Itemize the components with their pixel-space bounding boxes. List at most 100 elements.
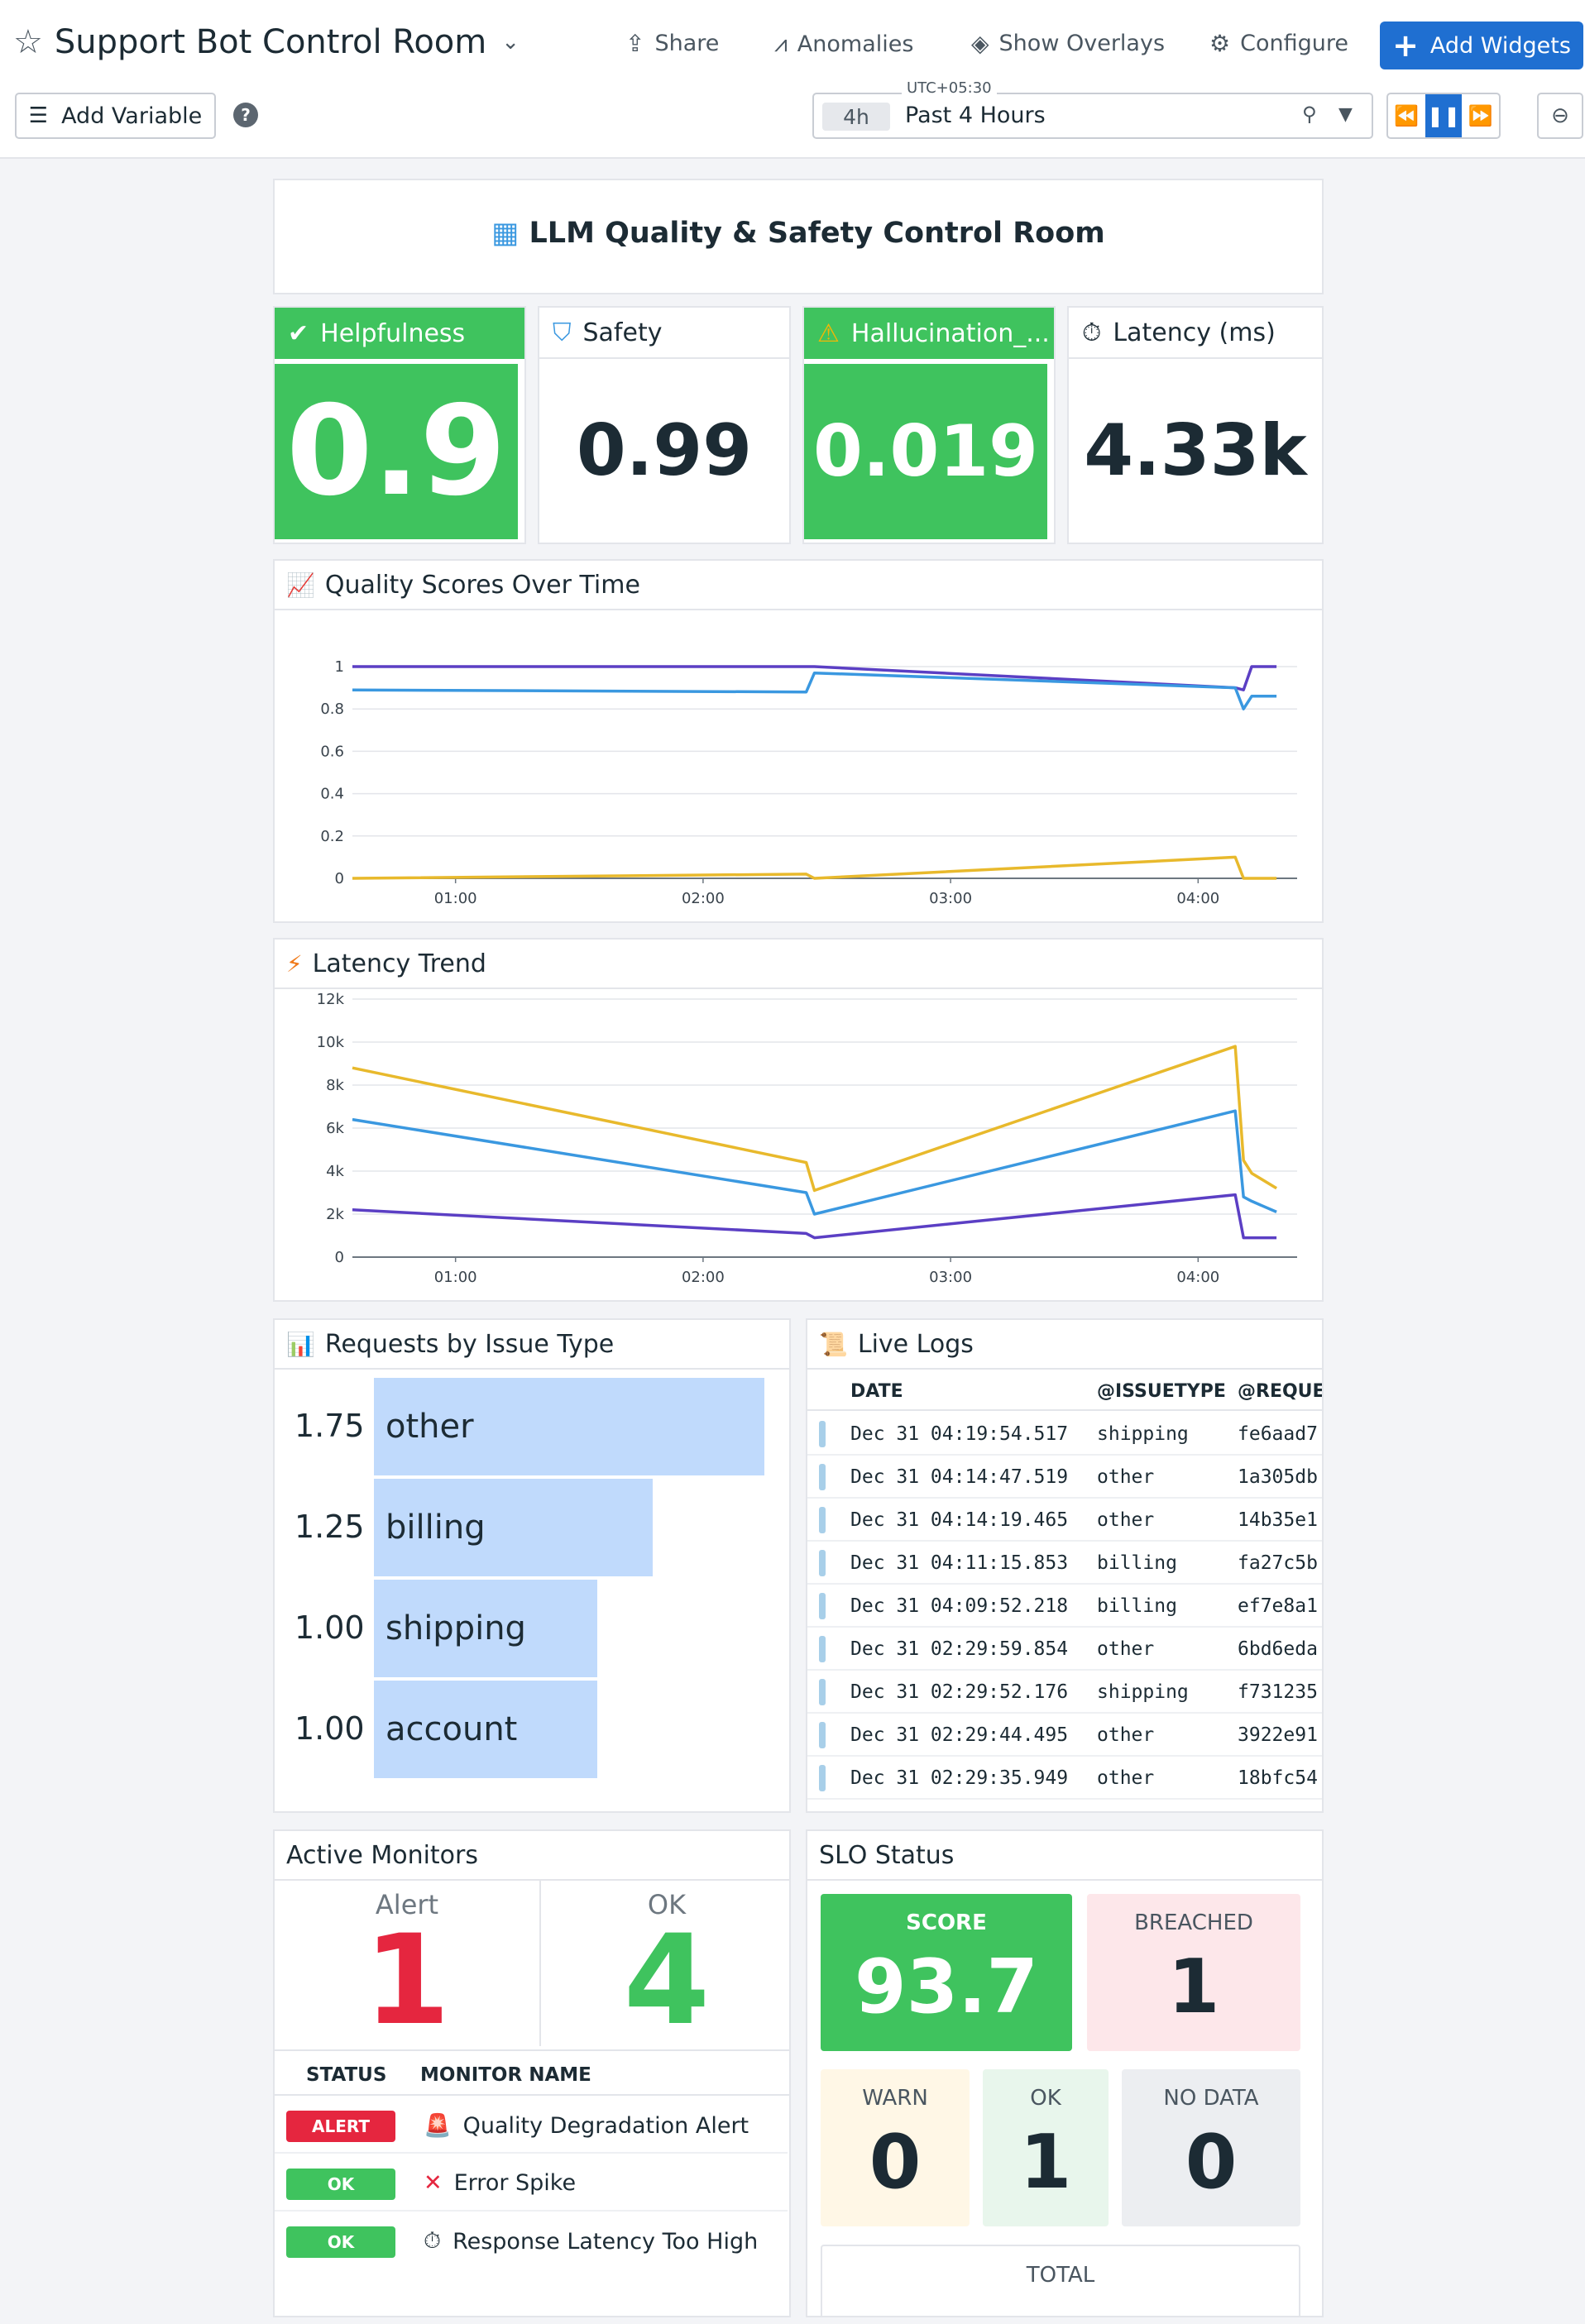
slo-nodata-label: NO DATA <box>1163 2086 1259 2111</box>
log-row[interactable]: Dec 31 04:19:54.517 shipping fe6aad7 <box>807 1413 1322 1456</box>
monitors-title: Active Monitors <box>286 1841 479 1870</box>
log-request-id: 3922e91 <box>1238 1724 1318 1746</box>
playback-controls: ⏪ ❚❚ ⏩ <box>1386 93 1501 139</box>
log-date: Dec 31 04:11:15.853 <box>850 1552 1069 1574</box>
log-date: Dec 31 02:29:59.854 <box>850 1638 1069 1660</box>
series-line-1[interactable] <box>352 1109 1277 1216</box>
toplist-row[interactable]: 1.00 shipping <box>275 1580 771 1679</box>
quality-chart[interactable]: 0 0.2 0.4 0.6 0.8 1 01:00 02:00 03:00 04:00 <box>275 561 1322 921</box>
time-chip: 4h <box>822 103 890 131</box>
time-picker[interactable]: 4h Past 4 Hours ⚲ ▼ <box>812 93 1373 139</box>
toplist-widget[interactable]: 📊 Requests by Issue Type 1.75 other 1.25… <box>273 1318 791 1813</box>
slo-breached-label: BREACHED <box>1134 1910 1253 1935</box>
log-date: Dec 31 02:29:44.495 <box>850 1724 1069 1746</box>
pin-icon[interactable]: ⚲ <box>1302 103 1317 126</box>
chevron-down-icon[interactable]: ⌄ <box>501 30 520 55</box>
log-request-id: f731235 <box>1238 1681 1318 1703</box>
siren-icon: 🚨 <box>424 2113 452 2139</box>
time-range: Past 4 Hours <box>905 103 1046 128</box>
logs-col-issuetype[interactable]: @ISSUETYPE <box>1097 1381 1226 1402</box>
zoom-out-icon[interactable]: ⊖ <box>1537 93 1583 139</box>
ok-count-cell[interactable]: OK 4 <box>543 1881 791 2046</box>
slo-breached-box[interactable]: BREACHED 1 <box>1087 1894 1300 2051</box>
series-line-2[interactable] <box>352 1193 1277 1240</box>
toplist-label: account <box>385 1710 518 1748</box>
col-monitor-name[interactable]: MONITOR NAME <box>420 2064 591 2086</box>
slo-score-value: 93.7 <box>854 1944 1039 2030</box>
slo-score-box[interactable]: SCORE 93.7 <box>821 1894 1072 2051</box>
log-row[interactable]: Dec 31 04:11:15.853 billing fa27c5b <box>807 1542 1322 1585</box>
configure-button[interactable]: ⚙ Configure <box>1209 30 1348 57</box>
monitor-name[interactable]: Response Latency Too High <box>453 2228 759 2255</box>
col-status[interactable]: STATUS <box>306 2064 387 2086</box>
log-row[interactable]: Dec 31 04:14:47.519 other 1a305db <box>807 1456 1322 1499</box>
toplist-value: 1.25 <box>294 1509 365 1545</box>
logs-col-date[interactable]: DATE <box>850 1381 903 1402</box>
help-icon[interactable]: ? <box>233 103 258 127</box>
log-row[interactable]: Dec 31 04:09:52.218 billing ef7e8a1 <box>807 1585 1322 1628</box>
log-date: Dec 31 04:14:19.465 <box>850 1509 1069 1531</box>
logs-col-request[interactable]: @REQUE <box>1238 1381 1324 1402</box>
star-icon[interactable]: ☆ <box>13 23 43 61</box>
safety-value: 0.99 <box>576 409 753 492</box>
log-status-indicator <box>819 1636 826 1662</box>
live-logs-widget[interactable]: 📜 Live Logs DATE @ISSUETYPE @REQUE Dec 3… <box>806 1318 1324 1813</box>
log-row[interactable]: Dec 31 02:29:59.854 other 6bd6eda <box>807 1628 1322 1671</box>
latency-widget[interactable]: ⏱ Latency (ms) 4.33k <box>1067 306 1324 544</box>
slo-nodata-box[interactable]: NO DATA 0 <box>1122 2069 1300 2226</box>
log-request-id: 18bfc54 <box>1238 1767 1318 1789</box>
monitor-row[interactable]: OK ⏱ Response Latency Too High <box>275 2213 788 2269</box>
monitor-name[interactable]: Error Spike <box>453 2170 577 2196</box>
ok-count: 4 <box>623 1909 711 2053</box>
slo-warn-box[interactable]: WARN 0 <box>821 2069 970 2226</box>
series-line-2[interactable] <box>352 855 1277 880</box>
add-variable-button[interactable]: ☰ Add Variable <box>15 93 216 139</box>
series-line-1[interactable] <box>352 671 1277 710</box>
toplist-row[interactable]: 1.00 account <box>275 1681 771 1780</box>
series-line-0[interactable] <box>352 1045 1278 1193</box>
add-widgets-button[interactable]: + Add Widgets <box>1380 22 1583 69</box>
log-issuetype: other <box>1097 1466 1155 1488</box>
log-status-indicator <box>819 1722 826 1748</box>
rewind-icon[interactable]: ⏪ <box>1394 104 1420 127</box>
dashboard-title[interactable]: Support Bot Control Room <box>54 23 487 61</box>
slo-ok-box[interactable]: OK 1 <box>983 2069 1109 2226</box>
toplist-value: 1.00 <box>294 1710 365 1747</box>
monitor-row[interactable]: OK ✕ Error Spike <box>275 2155 788 2212</box>
toplist-value: 1.00 <box>294 1609 365 1646</box>
helpfulness-widget[interactable]: ✔ Helpfulness 0.9 <box>273 306 526 544</box>
hallucination-widget[interactable]: ⚠ Hallucination_... 0.019 <box>802 306 1056 544</box>
slo-total-box[interactable]: TOTAL <box>821 2245 1300 2316</box>
slo-ok-label: OK <box>1030 2086 1061 2111</box>
toplist-label: billing <box>385 1509 486 1547</box>
log-row[interactable]: Dec 31 02:29:35.949 other 18bfc54 <box>807 1757 1322 1800</box>
log-row[interactable]: Dec 31 02:29:52.176 shipping f731235 <box>807 1671 1322 1714</box>
anomalies-button[interactable]: ⩘ Anomalies <box>774 30 914 57</box>
latency-chart[interactable]: 0 2k 4k 6k 8k 10k 12k 01:00 02:00 03:00 04:00 <box>275 940 1322 1300</box>
show-overlays-button[interactable]: ◈ Show Overlays <box>971 30 1166 57</box>
series-line-0[interactable] <box>352 665 1277 691</box>
active-monitors-widget[interactable]: Active Monitors Alert 1 OK 4 STATUS MONI… <box>273 1829 791 2317</box>
share-button[interactable]: ⇪ Share <box>625 30 720 57</box>
toplist-bar <box>374 1580 597 1677</box>
latency-chart-widget[interactable]: ⚡ Latency Trend 0 2k 4k 6k 8k 10k 12k 01:00 02:0… <box>273 938 1324 1302</box>
toplist-row[interactable]: 1.25 billing <box>275 1479 771 1578</box>
log-row[interactable]: Dec 31 04:14:19.465 other 14b35e1 <box>807 1499 1322 1542</box>
pause-icon[interactable]: ❚❚ <box>1425 94 1463 137</box>
monitor-name[interactable]: Quality Degradation Alert <box>462 2112 749 2139</box>
toplist-row[interactable]: 1.75 other <box>275 1378 771 1477</box>
quality-chart-widget[interactable]: 📈 Quality Scores Over Time 0 0.2 0.4 0.6 0.8… <box>273 559 1324 923</box>
slo-status-widget[interactable]: SLO Status SCORE 93.7 BREACHED 1 WARN 0 … <box>806 1829 1324 2317</box>
log-request-id: fa27c5b <box>1238 1552 1318 1574</box>
alert-count-cell[interactable]: Alert 1 <box>275 1881 541 2046</box>
log-row[interactable]: Dec 31 02:29:44.495 other 3922e91 <box>807 1714 1322 1757</box>
hallucination-header: ⚠ Hallucination_... <box>804 308 1054 359</box>
caret-down-icon[interactable]: ▼ <box>1338 104 1353 125</box>
fast-forward-icon[interactable]: ⏩ <box>1468 104 1493 127</box>
monitor-row[interactable]: ALERT 🚨 Quality Degradation Alert <box>275 2097 788 2154</box>
log-request-id: 1a305db <box>1238 1466 1318 1488</box>
safety-widget[interactable]: ⛉ Safety 0.99 <box>538 306 791 544</box>
log-status-indicator <box>819 1507 826 1533</box>
control-panel-icon: ▦ <box>491 217 520 250</box>
safety-header: ⛉ Safety <box>539 308 789 359</box>
